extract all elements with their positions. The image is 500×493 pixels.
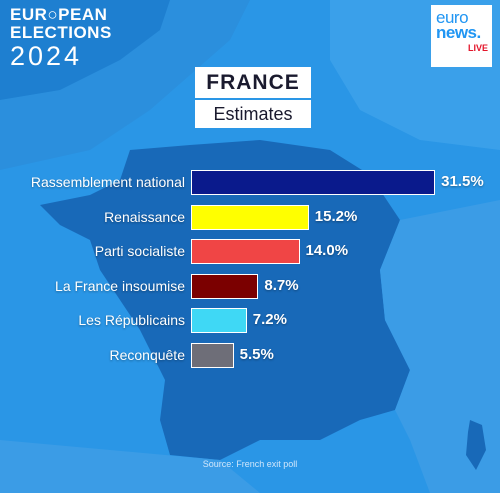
logo-live-badge: LIVE: [467, 43, 488, 53]
logo-word-news: news.: [436, 23, 481, 42]
bar-value-label: 31.5%: [441, 173, 484, 190]
bar-value-label: 15.2%: [314, 207, 358, 225]
bar-label: Les Républicains: [78, 312, 185, 328]
euronews-logo: euro news. LIVE: [431, 5, 492, 67]
logo-word-euro: euro: [436, 8, 469, 27]
source-note: Source: French exit poll: [202, 459, 298, 469]
bar-value-label: 7.2%: [252, 311, 287, 328]
bar: [191, 204, 309, 230]
bar: [191, 308, 247, 333]
chart-subtitle: Estimates: [195, 100, 311, 128]
bar: [191, 170, 436, 195]
bar-label: Reconquête: [109, 346, 185, 363]
bar-value-label: 14.0%: [305, 242, 349, 259]
bar: [191, 273, 259, 299]
bar: [191, 239, 300, 264]
bar-value-label: 5.5%: [239, 345, 274, 363]
brand-line-2: ELECTIONS: [10, 23, 112, 42]
bar-label: Parti socialiste: [94, 243, 185, 259]
bar-value-label: 8.7%: [264, 276, 299, 294]
brand-line-1: EUR○PEAN: [10, 5, 108, 24]
chart-title: FRANCE: [195, 67, 311, 98]
bar: [191, 342, 234, 368]
bar-label: Rassemblement national: [30, 174, 185, 190]
bar-label: Renaissance: [104, 208, 185, 225]
bar-label: La France insoumise: [55, 277, 185, 294]
brand-year: 2024: [10, 41, 83, 71]
european-elections-brand: EUR○PEAN ELECTIONS 2024: [10, 6, 112, 70]
